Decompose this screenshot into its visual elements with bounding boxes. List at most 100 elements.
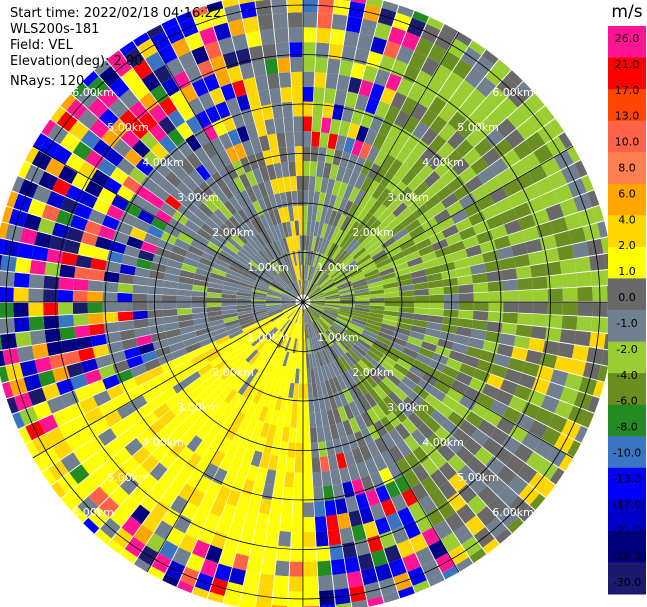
ray-gate (312, 101, 324, 118)
ray-gate (255, 512, 270, 530)
ray-gate (258, 250, 271, 264)
ray-gate (468, 254, 485, 266)
ray-gate (366, 319, 382, 327)
ray-gate (226, 180, 240, 197)
ray-gate (577, 286, 593, 302)
colorbar-swatch (608, 120, 646, 153)
range-ring-label: 1.00km (247, 331, 289, 344)
ray-gate (577, 302, 593, 317)
ray-gate (264, 265, 277, 278)
ray-gate (382, 591, 400, 603)
ray-gate (129, 363, 147, 378)
ray-gate (532, 314, 548, 327)
ray-gate (288, 576, 303, 592)
ray-gate (329, 423, 340, 440)
ray-gate (331, 180, 342, 196)
ray-gate (65, 402, 85, 420)
ray-gate (85, 149, 105, 169)
ray-gate (355, 492, 370, 510)
ray-gate (352, 247, 367, 260)
ray-gate (250, 370, 263, 386)
ray-gate (359, 335, 374, 347)
ray-gate (289, 266, 297, 282)
ray-gate (296, 175, 303, 191)
ray-gate (396, 322, 412, 331)
ray-gate (206, 297, 222, 302)
ray-gate (375, 335, 392, 346)
ray-gate (529, 93, 545, 110)
ray-gate (250, 137, 263, 154)
ray-gate (236, 295, 252, 300)
ray-gate (289, 42, 303, 58)
ray-gate (186, 435, 203, 453)
ray-gate (465, 128, 485, 148)
ray-gate (65, 432, 86, 452)
azimuth-spoke (302, 31, 460, 303)
ray-gate (222, 245, 237, 258)
ray-gate (396, 233, 413, 246)
ray-gate (240, 320, 256, 330)
ray-gate (314, 516, 328, 532)
colorbar-tick-label: 21.0 (615, 58, 640, 71)
ray-gate (27, 199, 47, 218)
ray-gate (397, 507, 415, 526)
ray-gate (247, 330, 261, 342)
ray-gate (497, 485, 519, 507)
ray-gate (326, 178, 336, 195)
ray-gate (369, 309, 385, 315)
ray-gate (276, 456, 287, 472)
ray-gate (362, 329, 378, 339)
ray-gate (205, 480, 222, 499)
ray-gate (384, 306, 400, 312)
ray-gate (251, 296, 267, 301)
ray-gate (244, 510, 259, 528)
ray-gate (230, 332, 246, 343)
ray-gate (162, 280, 179, 289)
ray-gate (221, 298, 237, 302)
ray-gate (103, 322, 120, 334)
ray-gate (410, 157, 427, 175)
ray-gate (252, 309, 268, 316)
ray-gate (213, 208, 229, 224)
ray-gate (405, 370, 422, 385)
ray-gate (332, 196, 343, 212)
ray-gate (323, 310, 338, 317)
ray-gate (531, 208, 550, 226)
ray-gate (339, 527, 354, 544)
ray-gate (337, 252, 351, 266)
ray-gate (458, 284, 474, 294)
ray-gate (525, 131, 546, 152)
ray-gate (223, 535, 240, 553)
ray-gate (80, 129, 101, 150)
ray-gate (327, 363, 337, 379)
range-ring-label: 6.00km (72, 86, 114, 99)
ray-gate (309, 266, 317, 282)
ray-gate (288, 284, 299, 297)
ray-gate (351, 223, 364, 239)
ray-gate (234, 230, 249, 245)
ray-gate (347, 368, 360, 383)
ray-gate (45, 158, 65, 178)
ray-gate (0, 238, 5, 255)
ray-gate (219, 343, 235, 355)
ray-gate (290, 412, 298, 429)
ray-gate (239, 173, 252, 190)
ray-gate (226, 408, 240, 425)
ray-gate (253, 254, 267, 268)
ray-gate (525, 238, 543, 254)
ray-gate (375, 485, 391, 503)
ray-gate (403, 151, 420, 169)
ray-gate (305, 235, 310, 251)
ray-gate (497, 97, 518, 118)
ray-gate (238, 315, 254, 323)
ray-gate (118, 320, 135, 331)
ray-gate (429, 294, 445, 302)
ray-gate (525, 349, 543, 365)
ray-gate (385, 217, 401, 232)
ray-gate (322, 311, 337, 319)
ray-gate (283, 176, 291, 192)
ray-gate (282, 206, 290, 223)
ray-gate (436, 402, 454, 419)
ray-gate (394, 475, 411, 494)
ray-gate (330, 267, 344, 279)
